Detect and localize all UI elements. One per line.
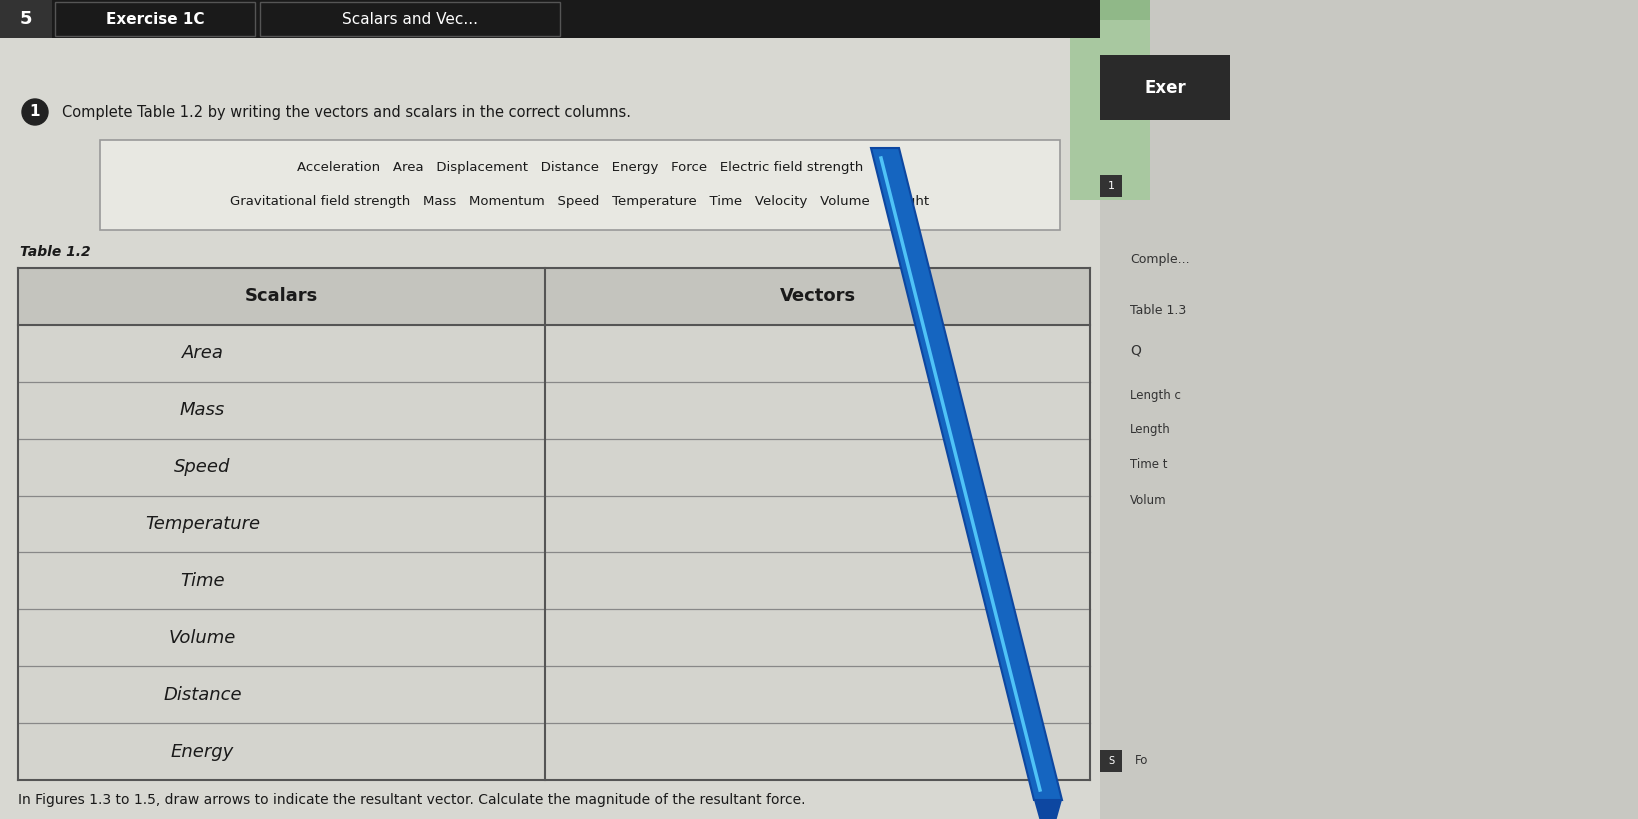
Text: Volume: Volume (169, 629, 236, 647)
Text: Area: Area (182, 344, 223, 362)
Text: In Figures 1.3 to 1.5, draw arrows to indicate the resultant vector. Calculate t: In Figures 1.3 to 1.5, draw arrows to in… (18, 793, 806, 807)
Bar (56, 2, 256, 36)
Text: 1: 1 (29, 105, 41, 120)
Text: 5: 5 (20, 10, 33, 28)
Text: Table 1.2: Table 1.2 (20, 245, 90, 259)
Text: Exercise 1C: Exercise 1C (106, 11, 205, 26)
Circle shape (21, 99, 48, 125)
Text: Time t: Time t (1130, 459, 1168, 472)
Text: Volum: Volum (1130, 494, 1166, 506)
Bar (1101, 0, 1638, 819)
Bar (260, 2, 560, 36)
Text: Scalars: Scalars (244, 287, 318, 305)
Bar (100, 140, 1060, 230)
Text: Vectors: Vectors (780, 287, 855, 305)
Text: Acceleration   Area   Displacement   Distance   Energy   Force   Electric field : Acceleration Area Displacement Distance … (296, 161, 863, 174)
Bar (0, 0, 52, 38)
Bar (1070, 0, 1150, 200)
Bar (18, 268, 1089, 780)
Text: Scalars and Vec...: Scalars and Vec... (342, 11, 478, 26)
Text: Complete Table 1.2 by writing the vectors and scalars in the correct columns.: Complete Table 1.2 by writing the vector… (62, 105, 631, 120)
Bar (100, 140, 1060, 230)
Text: Time: Time (180, 572, 224, 590)
Text: Exer: Exer (1143, 79, 1186, 97)
Text: Speed: Speed (174, 458, 231, 476)
Bar (18, 268, 1089, 325)
Text: 1: 1 (1107, 181, 1114, 191)
Text: Length c: Length c (1130, 388, 1181, 401)
Text: Fo: Fo (1135, 754, 1148, 767)
Bar (260, 2, 560, 36)
Text: S: S (1107, 756, 1114, 766)
Text: Length: Length (1130, 423, 1171, 437)
Text: Comple...: Comple... (1130, 254, 1189, 266)
Text: Temperature: Temperature (144, 515, 260, 533)
Bar (56, 2, 256, 36)
Bar (1101, 175, 1122, 197)
Bar (1101, 55, 1230, 120)
Text: Q: Q (1130, 343, 1142, 357)
Text: Table 1.3: Table 1.3 (1130, 304, 1186, 316)
Polygon shape (1034, 800, 1061, 819)
Text: Energy: Energy (170, 743, 234, 761)
Text: Mass: Mass (180, 401, 224, 419)
Polygon shape (871, 148, 1061, 800)
Bar (1101, 750, 1122, 772)
Bar (0, 0, 1101, 38)
Text: Gravitational field strength   Mass   Momentum   Speed   Temperature   Time   Ve: Gravitational field strength Mass Moment… (231, 196, 929, 209)
Text: Distance: Distance (164, 686, 242, 704)
Bar (1070, 0, 1150, 20)
